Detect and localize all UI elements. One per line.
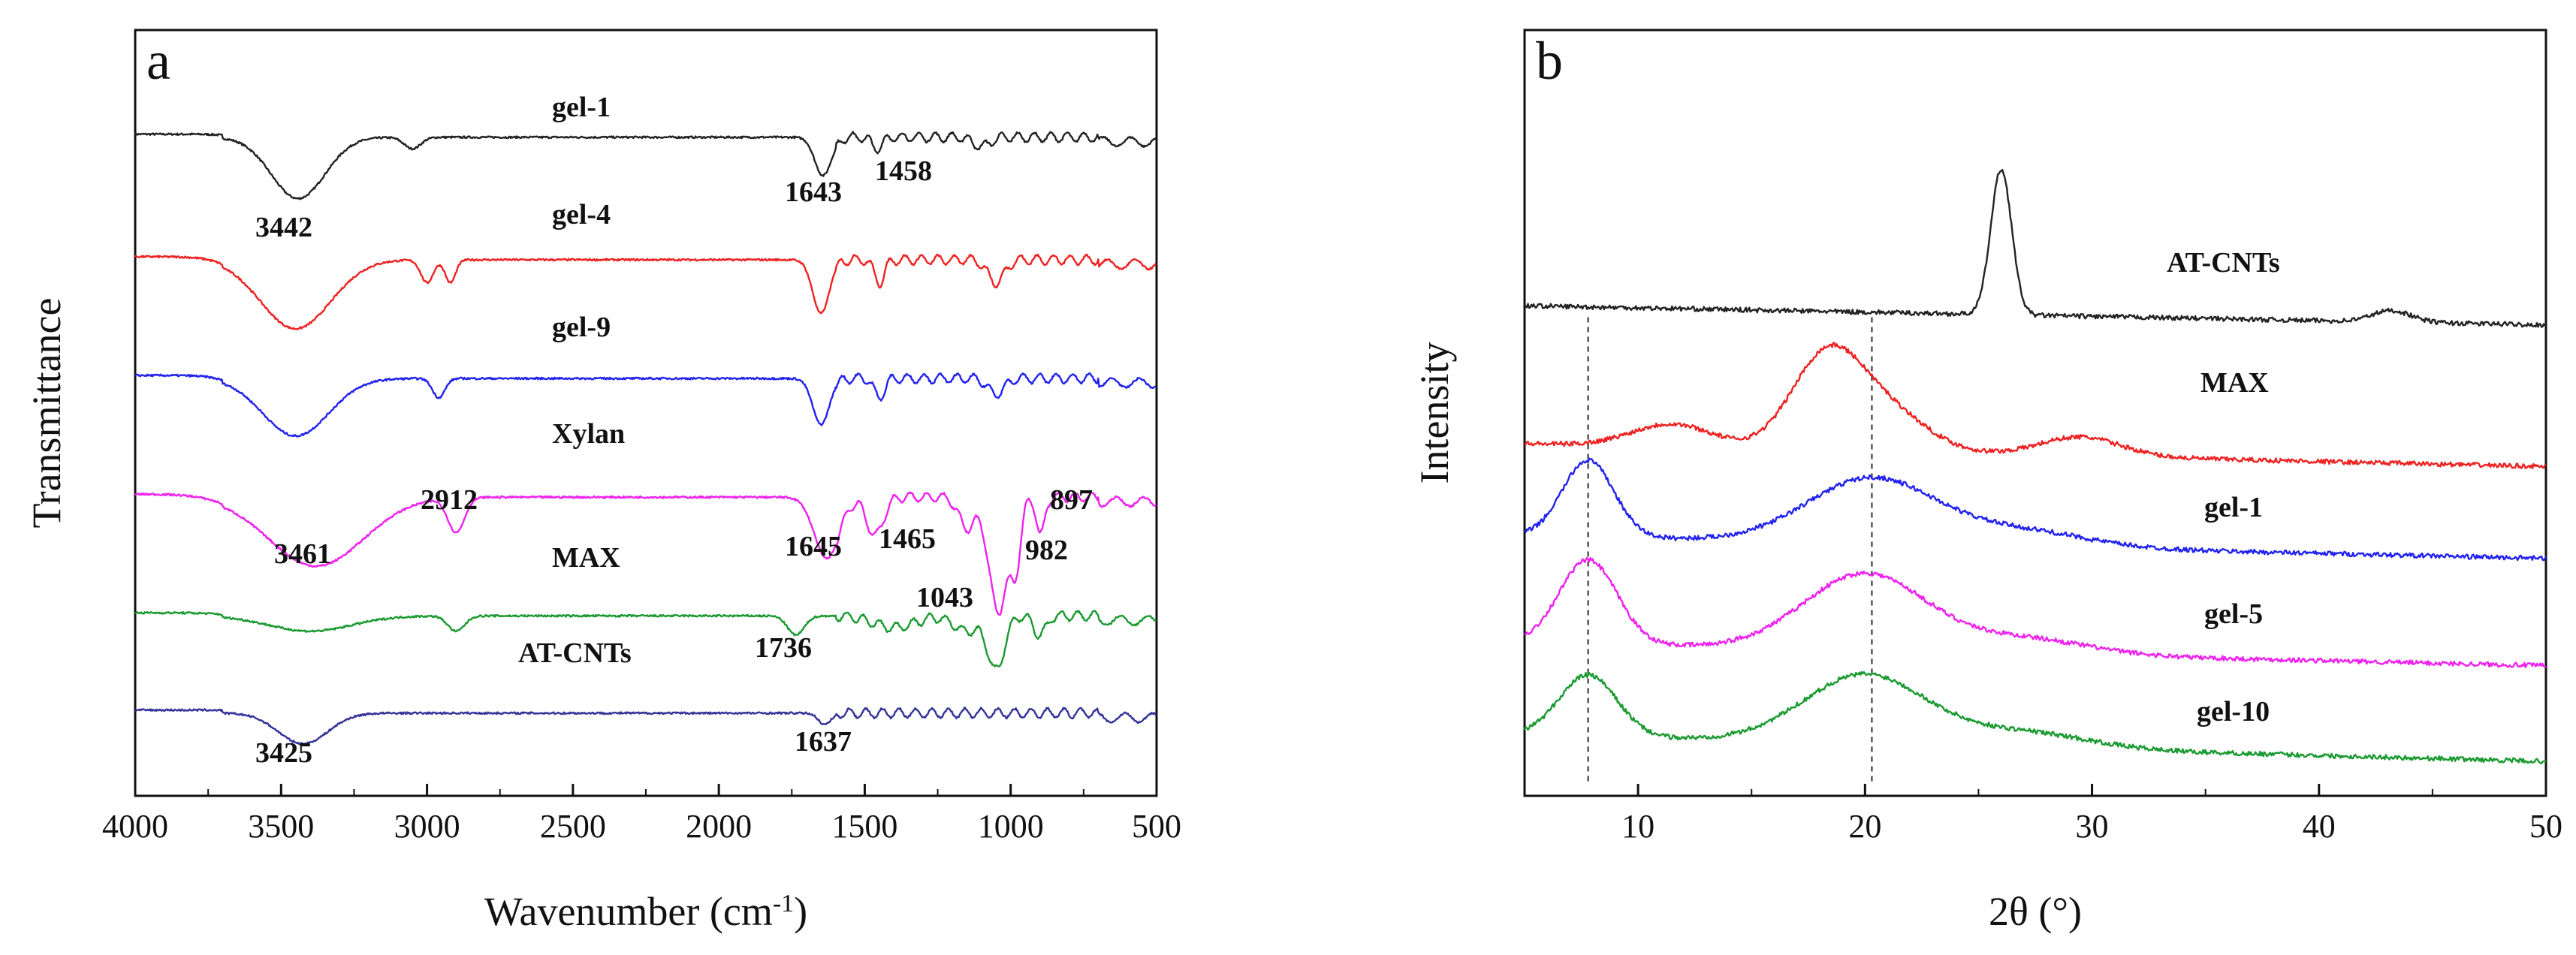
series-a-gel-4	[134, 253, 1157, 330]
panel-b-x-ticks: 10 20 30 40 50	[1524, 784, 2562, 845]
series-a-max	[134, 610, 1157, 667]
x-tick-label-3000: 3000	[394, 808, 460, 845]
series-b-gel-5	[1524, 556, 2547, 668]
x-tick-label-50: 50	[2529, 808, 2562, 845]
peak-label-3461: 3461	[274, 538, 331, 570]
panel-b-x-axis-title: 2θ (°)	[1989, 889, 2082, 934]
panel-b-letter: b	[1536, 31, 1563, 91]
label-gel-1-b: gel-1	[2204, 492, 2263, 523]
label-gel-1: gel-1	[552, 92, 611, 123]
peak-label-1637: 1637	[795, 726, 852, 758]
panel-b-series	[1523, 169, 2547, 765]
x-tick-label-40: 40	[2303, 808, 2336, 845]
peak-label-3425: 3425	[255, 737, 312, 769]
series-a-gel-9	[134, 372, 1157, 438]
peak-label-1645: 1645	[785, 531, 842, 562]
peak-label-1643: 1643	[785, 176, 842, 208]
panel-a-y-axis-title: Transmittance	[24, 298, 69, 529]
series-b-at-cnts	[1524, 169, 2547, 328]
panel-b-frame	[1523, 29, 2547, 797]
label-at-cnts-b: AT-CNTs	[2167, 247, 2280, 279]
peak-label-1465: 1465	[879, 523, 936, 555]
panel-a-series	[134, 131, 1157, 746]
x-tick-label-4000: 4000	[102, 808, 168, 845]
x-tick-label-2000: 2000	[686, 808, 752, 845]
peak-label-1043: 1043	[916, 582, 973, 613]
label-gel-5-b: gel-5	[2204, 598, 2263, 630]
series-b-gel-1	[1524, 457, 2547, 562]
panel-a-x-axis-title: Wavenumber (cm-1)	[484, 889, 807, 934]
series-a-gel-1	[134, 131, 1157, 200]
x-tick-label-500: 500	[1132, 808, 1181, 845]
x-tick-label-3500: 3500	[248, 808, 314, 845]
panel-b-y-axis-title: Intensity	[1412, 342, 1457, 484]
x-tick-label-30: 30	[2076, 808, 2109, 845]
x-tick-label-20: 20	[1848, 808, 1881, 845]
peak-label-982: 982	[1025, 535, 1068, 566]
label-gel-10-b: gel-10	[2197, 696, 2270, 728]
peak-label-1736: 1736	[755, 632, 812, 664]
label-gel-9: gel-9	[552, 312, 611, 343]
x-tick-label-1500: 1500	[831, 808, 897, 845]
label-at-cnts: AT-CNTs	[518, 637, 632, 669]
panel-a-frame	[134, 29, 1158, 797]
peak-label-2912: 2912	[421, 484, 478, 516]
peak-label-3442: 3442	[255, 212, 312, 243]
x-tick-label-1000: 1000	[978, 808, 1044, 845]
x-tick-label-2500: 2500	[540, 808, 606, 845]
label-xylan: Xylan	[552, 418, 625, 450]
label-max: MAX	[552, 542, 620, 574]
series-b-gel-10	[1523, 670, 2547, 765]
panel-b: b 10 20 30 40 50 AT-CNTs MAX gel-1 gel-5 gel…	[1412, 29, 2562, 934]
peak-label-897: 897	[1050, 484, 1093, 516]
panel-a: a 4000 3500 3000 2500 2000 1500 1000 500 gel-1 …	[24, 29, 1181, 934]
label-gel-4: gel-4	[552, 199, 611, 230]
series-b-max	[1524, 342, 2547, 470]
panel-a-letter: a	[146, 31, 170, 91]
panel-a-x-ticks: 4000 3500 3000 2500 2000 1500 1000 500	[102, 784, 1181, 845]
x-tick-label-10: 10	[1621, 808, 1654, 845]
series-a-xylan	[134, 491, 1157, 616]
series-a-at-cnts	[134, 706, 1157, 746]
peak-label-1458: 1458	[875, 155, 932, 187]
label-max-b: MAX	[2200, 367, 2269, 399]
